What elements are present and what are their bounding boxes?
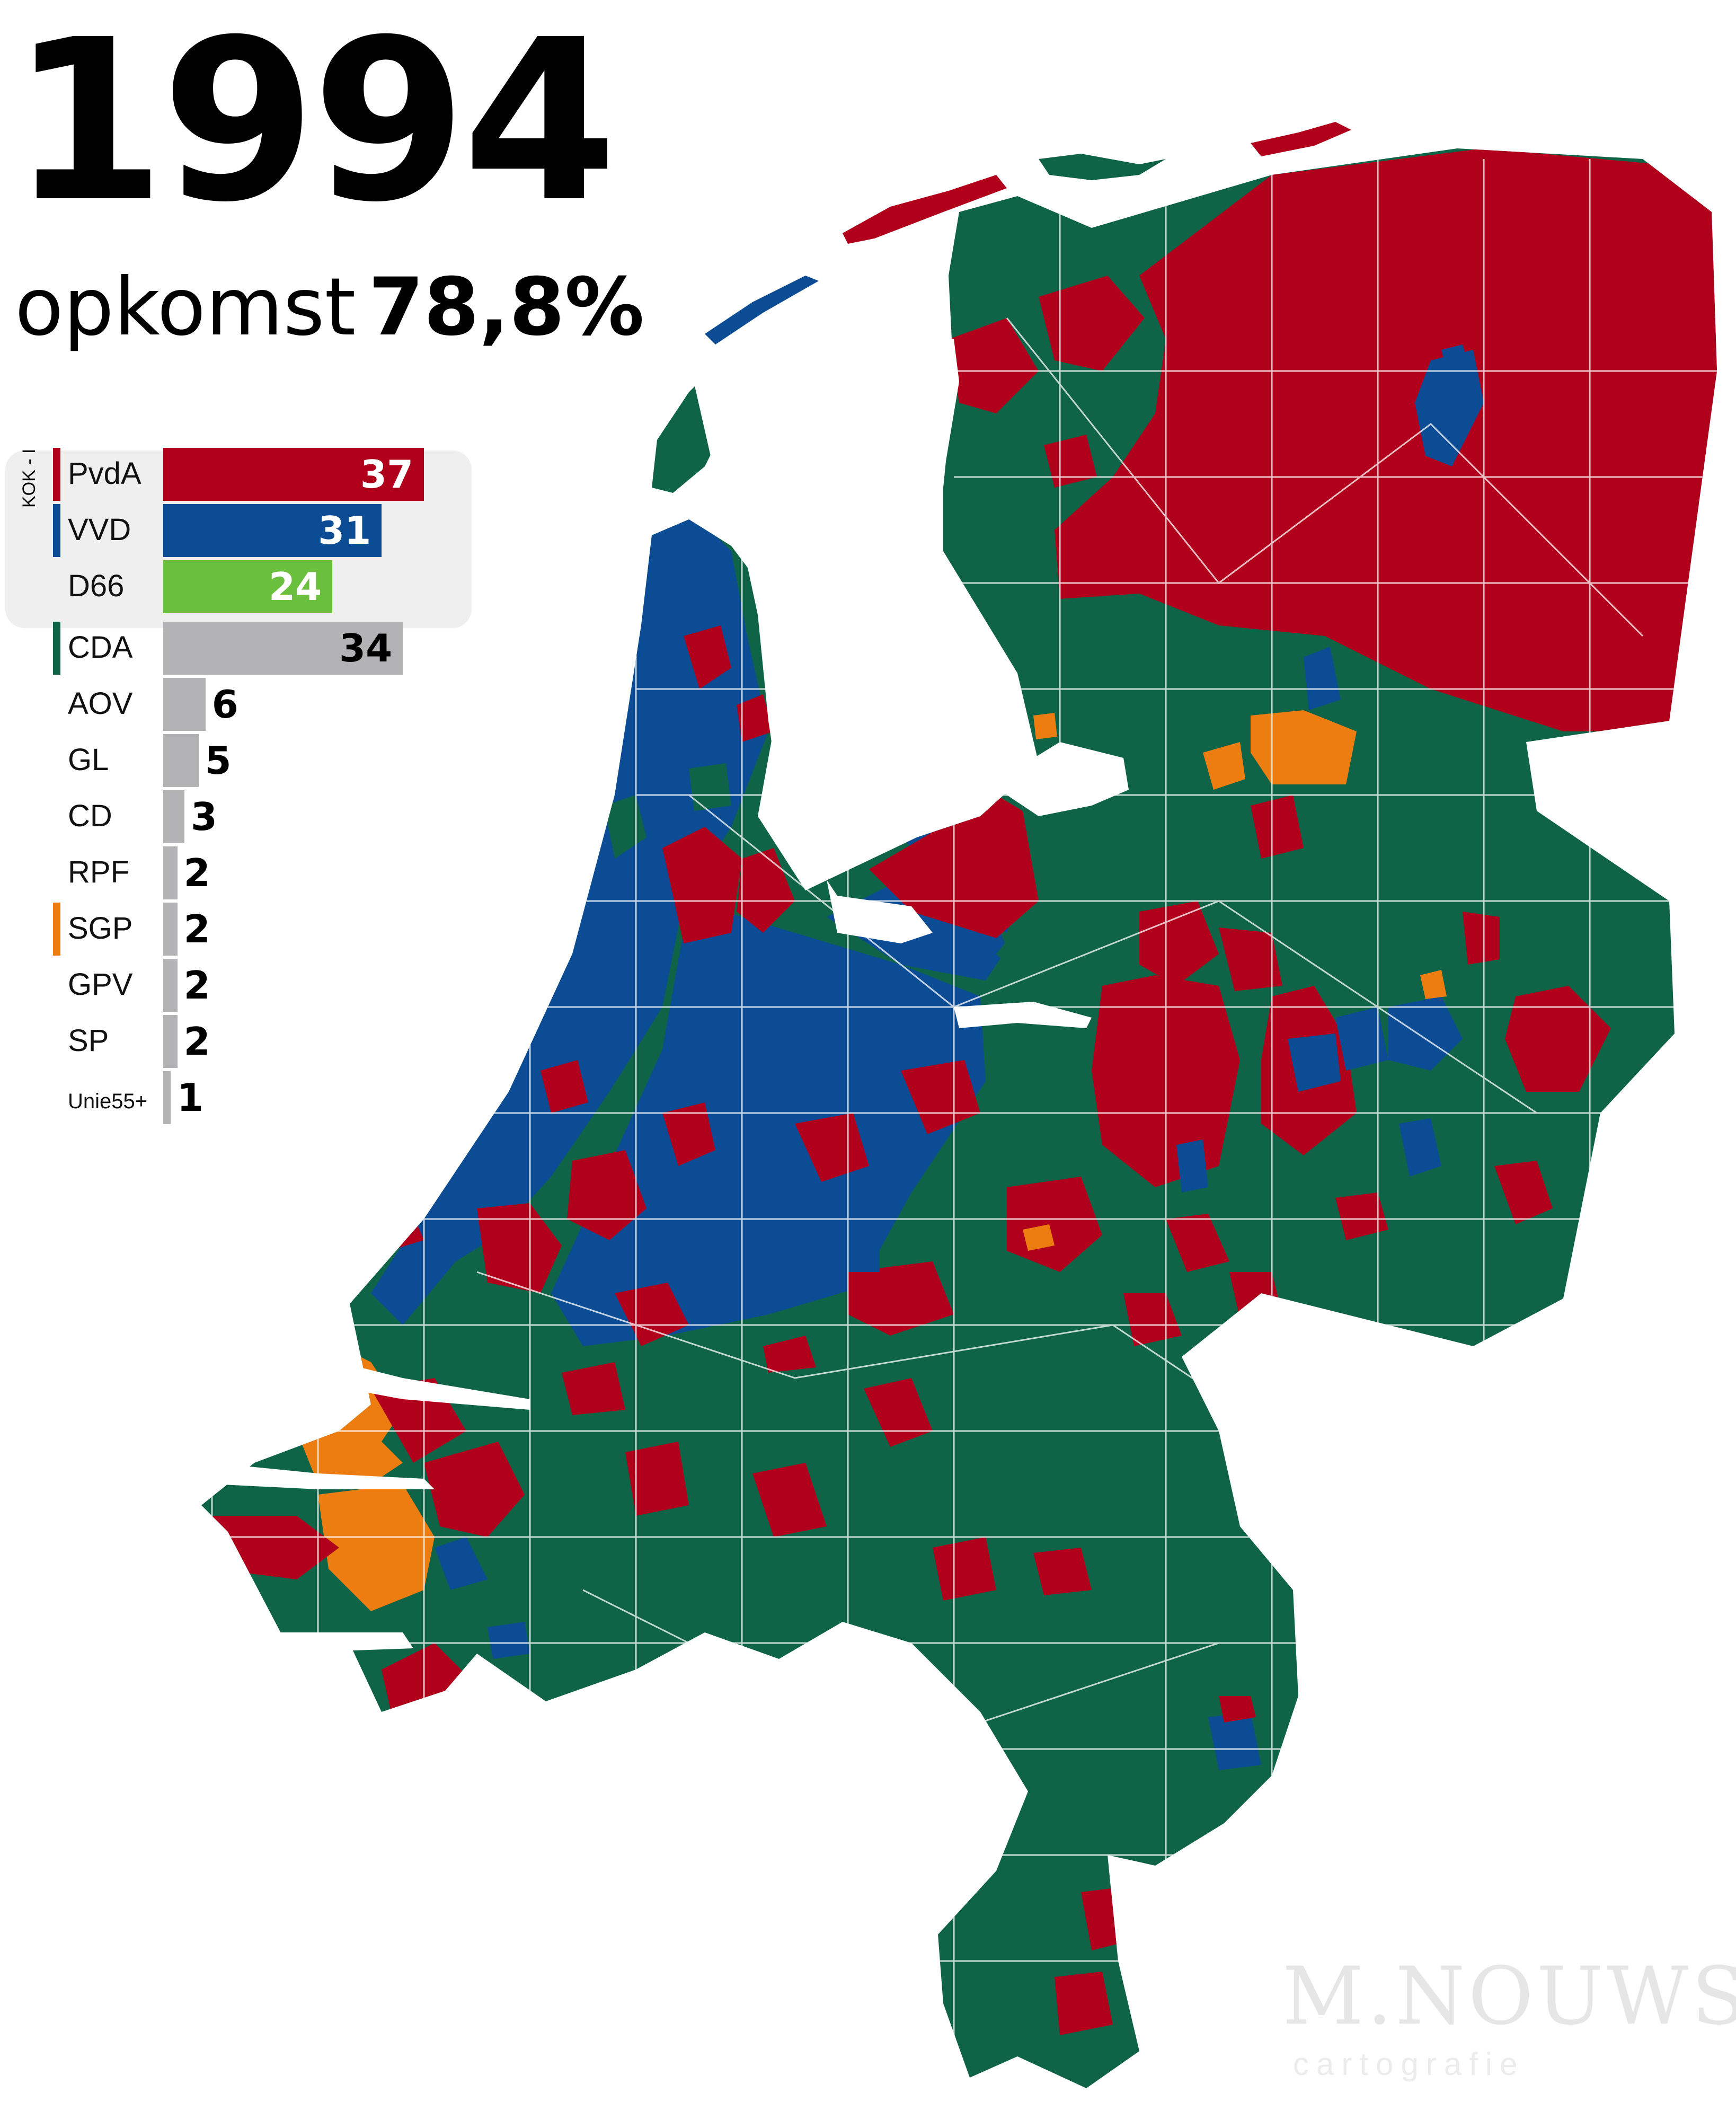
- party-name: GL: [68, 743, 109, 777]
- party-color-marker: [53, 1015, 60, 1068]
- legend-row-sp: SP 2: [0, 1012, 493, 1068]
- seat-count: 2: [183, 851, 210, 895]
- seat-count: 5: [205, 738, 232, 783]
- seat-count: 2: [183, 907, 210, 951]
- seat-bar: [163, 903, 178, 956]
- party-color-marker: [53, 790, 60, 843]
- party-name: D66: [68, 569, 125, 603]
- party-color-marker: [53, 448, 60, 501]
- water-bodies: [42, 329, 1129, 1654]
- party-color-marker: [53, 1071, 60, 1124]
- turnout-line: opkomst 78,8%: [15, 268, 644, 347]
- party-color-marker: [53, 734, 60, 787]
- party-name: Unie55+: [68, 1090, 148, 1113]
- legend-row-sgp: SGP 2: [0, 900, 493, 956]
- party-color-marker: [53, 959, 60, 1012]
- party-name: VVD: [68, 513, 131, 547]
- seat-bar: [163, 959, 178, 1012]
- seat-count: 6: [211, 682, 238, 727]
- wadden-islands: [652, 122, 1351, 493]
- legend-row-pvda: PvdA 37: [0, 445, 493, 501]
- legend-row-vvd: VVD 31: [0, 501, 493, 557]
- party-name: CD: [68, 799, 112, 833]
- seat-count: 31: [318, 508, 371, 553]
- seat-bar: [163, 734, 199, 787]
- party-color-marker: [53, 678, 60, 731]
- seat-count: 34: [339, 626, 393, 670]
- seat-bar: [163, 846, 178, 899]
- party-name: RPF: [68, 855, 129, 889]
- party-name: GPV: [68, 967, 133, 1002]
- seat-bar: [163, 790, 184, 843]
- party-color-marker: [53, 504, 60, 557]
- legend-row-rpf: RPF 2: [0, 844, 493, 899]
- party-color-marker: [53, 846, 60, 899]
- party-color-marker: [53, 560, 60, 613]
- legend-row-cda: CDA 34: [0, 619, 493, 675]
- party-color-marker: [53, 903, 60, 956]
- party-name: SP: [68, 1023, 109, 1058]
- election-year: 1994: [11, 0, 617, 251]
- party-color-marker: [53, 622, 60, 675]
- seat-count: 37: [360, 452, 414, 497]
- seat-bar: [163, 1015, 178, 1068]
- seat-count: 2: [183, 1019, 210, 1064]
- legend-row-d66: D66 24: [0, 558, 493, 613]
- party-name: SGP: [68, 911, 133, 946]
- seat-bar: [163, 678, 206, 731]
- watermark-subtitle: cartografie: [1293, 2046, 1525, 2082]
- seat-count: 1: [177, 1075, 204, 1120]
- seat-count: 24: [268, 564, 322, 609]
- party-name: PvdA: [68, 456, 141, 491]
- seat-bar: [163, 622, 403, 675]
- party-name: AOV: [68, 686, 133, 721]
- watermark-logo: M.NOUWS: [1282, 1950, 1736, 2043]
- seat-bar: [163, 504, 382, 557]
- party-name: CDA: [68, 630, 133, 665]
- legend-row-aov: AOV 6: [0, 675, 493, 731]
- legend-row-unie55: Unie55+ 1: [0, 1068, 493, 1124]
- legend-row-gl: GL 5: [0, 731, 493, 787]
- seat-legend: KOK - I PvdA 37 VVD 31 D66 24 CDA 34 AOV…: [0, 445, 493, 1150]
- legend-row-cd: CD 3: [0, 788, 493, 843]
- seat-bar: [163, 448, 424, 501]
- seat-bar: [163, 560, 333, 613]
- seat-bar: [163, 1071, 171, 1124]
- seat-count: 3: [190, 794, 217, 839]
- legend-row-gpv: GPV 2: [0, 956, 493, 1012]
- seat-count: 2: [183, 963, 210, 1008]
- turnout-label: opkomst: [15, 261, 356, 354]
- turnout-value: 78,8%: [368, 261, 644, 354]
